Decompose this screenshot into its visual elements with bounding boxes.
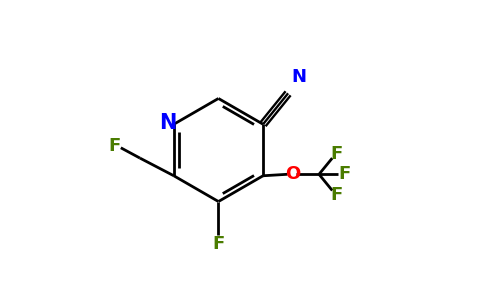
Text: N: N xyxy=(292,68,307,86)
Text: F: F xyxy=(330,145,342,163)
Text: N: N xyxy=(159,113,176,133)
Text: O: O xyxy=(285,165,300,183)
Text: F: F xyxy=(212,235,225,253)
Text: F: F xyxy=(330,186,342,204)
Text: F: F xyxy=(108,137,121,155)
Text: F: F xyxy=(339,165,351,183)
